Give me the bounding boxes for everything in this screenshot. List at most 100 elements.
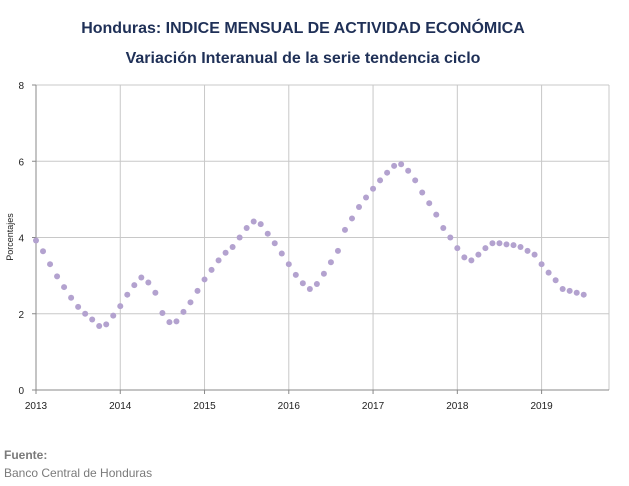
data-point [306,285,313,292]
data-points [33,161,587,329]
data-point [159,309,166,316]
data-point [573,289,580,296]
data-point [194,287,201,294]
data-point [89,316,96,323]
data-point [264,230,271,237]
data-point [236,234,243,241]
data-point [215,257,222,264]
data-point [538,261,545,268]
data-point [412,177,419,184]
data-point [468,257,475,264]
data-point [124,291,131,298]
data-point [68,294,75,301]
data-point [40,248,47,255]
data-point [103,321,110,328]
data-point [510,242,517,249]
data-point [166,319,173,326]
data-point [384,169,391,176]
y-tick-label: 0 [18,386,24,397]
data-point [285,261,292,268]
data-point [292,271,299,278]
data-point [419,189,426,196]
data-point [299,280,306,287]
data-point [454,245,461,252]
chart-title: Honduras: INDICE MENSUAL DE ACTIVIDAD EC… [81,20,525,37]
data-point [96,322,103,329]
data-point [208,266,215,273]
y-tick-label: 4 [18,234,24,245]
data-point [320,270,327,277]
y-tick-label: 8 [18,81,24,92]
data-point [47,261,54,268]
data-point [545,269,552,276]
data-point [54,273,61,280]
y-tick-label: 6 [18,157,24,168]
data-point [222,249,229,256]
x-tick-label: 2019 [530,401,553,412]
data-point [433,211,440,218]
data-point [33,237,39,244]
x-tick-labels: 2013 2014 2015 2016 2017 2018 2019 [25,401,553,412]
data-point [405,167,412,174]
data-point [334,247,341,254]
data-point [482,245,489,252]
data-point [138,274,145,281]
data-point [250,218,257,225]
x-tick-label: 2017 [362,401,385,412]
data-point [243,224,250,231]
data-point [278,250,285,257]
chart-plot: 0 2 4 6 8 2013 2014 2015 2016 2017 2018 2019 Porce… [5,81,610,412]
data-point [145,279,152,286]
data-point [152,289,159,296]
data-point [461,254,468,261]
data-point [327,259,334,266]
data-point [75,303,82,310]
data-point [580,291,587,298]
y-tick-label: 2 [18,310,24,321]
data-point [201,276,208,283]
data-point [271,240,278,247]
source-text: Banco Central de Honduras [4,466,153,480]
data-point [61,284,68,291]
y-axis-label: Porcentajes [5,213,15,261]
source-label: Fuente: [4,448,48,462]
data-point [110,312,117,319]
data-point [257,221,264,228]
x-tick-label: 2015 [193,401,216,412]
data-point [82,310,89,317]
x-tick-label: 2014 [109,401,132,412]
data-point [131,282,138,289]
data-point [180,308,187,315]
data-point [426,200,433,207]
data-point [440,224,447,231]
data-point [117,303,124,310]
data-point [447,234,454,241]
y-tick-labels: 0 2 4 6 8 [18,81,24,397]
data-point [524,247,531,254]
data-point [489,240,496,247]
data-point [503,241,510,248]
data-point [341,226,348,233]
data-point [531,251,538,258]
data-point [559,285,566,292]
data-point [229,244,236,251]
data-point [377,177,384,184]
data-point [313,281,320,288]
data-point [363,194,370,201]
data-point [517,244,524,251]
data-point [391,162,398,169]
data-point [348,215,355,222]
data-point [496,240,503,247]
data-point [356,204,363,210]
x-tick-label: 2016 [278,401,301,412]
data-point [398,161,405,168]
data-point [173,318,180,325]
data-point [566,287,573,294]
data-point [370,185,377,192]
gridlines [36,84,610,390]
data-point [187,299,194,306]
data-point [552,277,559,284]
axes [32,84,609,394]
x-tick-label: 2013 [25,401,48,412]
x-tick-label: 2018 [446,401,469,412]
